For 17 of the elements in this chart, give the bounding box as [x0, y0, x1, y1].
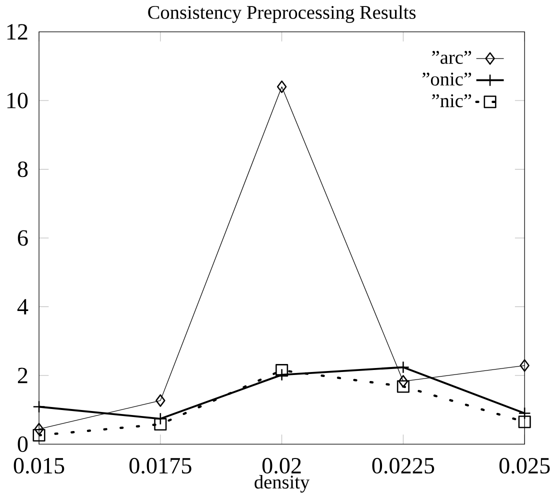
x-tick-label: 0.025 — [499, 458, 550, 474]
y-tick-label: 4 — [17, 299, 28, 314]
x-tick-label: 0.015 — [14, 458, 64, 474]
y-tick-label: 2 — [18, 368, 28, 384]
chart-title: Consistency Preprocessing Results — [148, 5, 416, 23]
legend-label: ”arc” — [432, 50, 472, 64]
y-tick-label: 6 — [18, 230, 28, 246]
y-tick-label: 12 — [7, 24, 28, 40]
x-axis-title: density — [254, 475, 310, 493]
legend-label: ”onic” — [422, 72, 472, 86]
x-tick-label: 0.0175 — [129, 458, 192, 474]
y-tick-label: 10 — [7, 92, 28, 108]
legend-label: ”nic” — [432, 94, 472, 108]
y-tick-label: 0 — [18, 436, 28, 452]
y-tick-label: 8 — [18, 161, 28, 178]
x-tick-label: 0.0225 — [372, 458, 434, 474]
x-tick-label: 0.02 — [262, 458, 301, 474]
